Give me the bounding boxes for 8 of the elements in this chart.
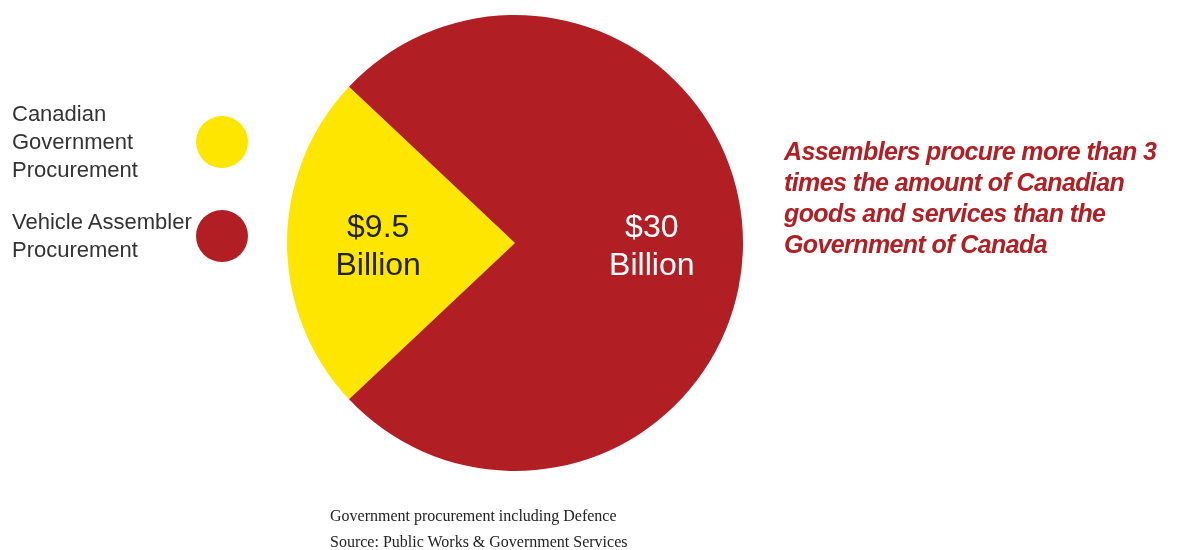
text: Government procurement including Defence	[330, 506, 618, 527]
slice-label: Canadian Government Procurement	[12, 100, 139, 184]
data-label: $30 Billion	[609, 208, 695, 282]
pie-slice	[287, 86, 515, 400]
data-label: $9.5 Billion	[335, 208, 421, 282]
source-note: Source: Public Works & Government Services	[330, 532, 628, 550]
legend-label: Vehicle Assembler Procurement	[12, 208, 193, 264]
text: Assemblers procure more than 3 times the amount of Canadian goods and services than the Government of Canada	[784, 136, 1158, 260]
